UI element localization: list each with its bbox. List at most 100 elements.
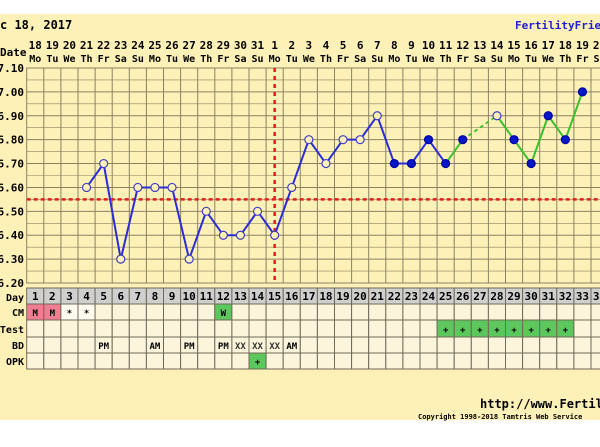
opk-cell[interactable] [60, 352, 79, 370]
opk-cell[interactable] [487, 352, 506, 370]
temp-point[interactable] [389, 158, 399, 169]
cm-cell[interactable] [402, 303, 421, 321]
bd-cell[interactable] [26, 336, 45, 354]
opk-cell[interactable] [436, 352, 455, 370]
bd-cell[interactable] [556, 336, 575, 354]
temp-point[interactable] [99, 158, 109, 169]
brand-logo-text[interactable]: FertilityFrie [515, 19, 600, 32]
temp-point[interactable] [201, 206, 211, 216]
cm-cell[interactable] [590, 303, 600, 321]
opk-cell[interactable] [419, 352, 438, 370]
test-cell[interactable] [60, 319, 79, 338]
test-cell[interactable] [197, 319, 216, 338]
opk-cell[interactable] [573, 352, 592, 370]
bd-cell[interactable] [470, 336, 489, 354]
temp-point[interactable] [355, 135, 365, 145]
bd-cell[interactable] [163, 336, 182, 354]
temp-point[interactable] [184, 254, 194, 264]
opk-cell[interactable] [231, 352, 250, 370]
test-cell[interactable] [77, 319, 96, 338]
bd-cell[interactable] [419, 336, 438, 354]
temp-point[interactable] [372, 111, 382, 121]
temp-point[interactable] [543, 111, 553, 121]
opk-cell[interactable] [334, 352, 353, 370]
temp-point[interactable] [235, 230, 246, 240]
cm-cell[interactable] [351, 303, 370, 321]
test-cell[interactable] [402, 319, 421, 338]
cm-cell[interactable] [505, 303, 524, 321]
opk-cell[interactable] [77, 352, 96, 370]
opk-cell[interactable] [265, 352, 284, 370]
temp-point[interactable] [321, 158, 331, 169]
cm-cell[interactable] [231, 303, 250, 321]
test-cell[interactable] [43, 319, 62, 338]
cm-cell[interactable] [368, 303, 387, 321]
footer-url[interactable]: http://www.Fertilit [480, 397, 600, 411]
test-cell[interactable] [26, 319, 45, 338]
bd-cell[interactable] [453, 336, 472, 354]
test-cell[interactable] [573, 319, 592, 338]
opk-cell[interactable] [43, 352, 62, 370]
opk-cell[interactable] [368, 352, 387, 370]
bd-cell[interactable] [334, 336, 353, 354]
cm-cell[interactable] [94, 303, 113, 321]
test-cell[interactable] [94, 319, 113, 338]
temp-point[interactable] [441, 158, 451, 169]
temp-point[interactable] [526, 158, 536, 169]
opk-cell[interactable] [470, 352, 489, 370]
temp-point[interactable] [287, 182, 297, 193]
opk-cell[interactable] [214, 352, 233, 370]
test-cell[interactable] [248, 319, 267, 338]
bd-cell[interactable] [402, 336, 421, 354]
bd-cell[interactable] [505, 336, 524, 354]
cm-cell[interactable] [265, 303, 284, 321]
temp-point[interactable] [218, 230, 228, 240]
temp-point[interactable] [406, 158, 417, 169]
test-cell[interactable] [231, 319, 250, 338]
temp-point[interactable] [270, 230, 280, 240]
test-cell[interactable] [180, 319, 199, 338]
cm-cell[interactable] [522, 303, 541, 321]
test-cell[interactable] [214, 319, 233, 338]
cm-cell[interactable] [385, 303, 404, 321]
cm-cell[interactable] [282, 303, 301, 321]
opk-cell[interactable] [402, 352, 421, 370]
opk-cell[interactable] [556, 352, 575, 370]
bd-cell[interactable] [197, 336, 216, 354]
cm-cell[interactable] [453, 303, 472, 321]
temp-point[interactable] [150, 182, 160, 193]
test-cell[interactable] [265, 319, 284, 338]
cm-cell[interactable] [128, 303, 147, 321]
temp-point[interactable] [492, 111, 502, 121]
bd-cell[interactable] [351, 336, 370, 354]
opk-cell[interactable] [145, 352, 164, 370]
opk-cell[interactable] [180, 352, 199, 370]
test-cell[interactable] [590, 319, 600, 338]
opk-cell[interactable] [316, 352, 335, 370]
bd-cell[interactable] [539, 336, 558, 354]
temp-point[interactable] [167, 182, 177, 193]
test-cell[interactable] [385, 319, 404, 338]
cm-cell[interactable] [487, 303, 506, 321]
test-cell[interactable] [299, 319, 318, 338]
temp-point[interactable] [458, 135, 468, 145]
temp-point[interactable] [133, 182, 143, 193]
cm-cell[interactable] [111, 303, 130, 321]
bd-cell[interactable] [385, 336, 404, 354]
cm-cell[interactable] [316, 303, 335, 321]
opk-cell[interactable] [351, 352, 370, 370]
temp-point[interactable] [338, 135, 348, 145]
opk-cell[interactable] [26, 352, 45, 370]
bd-cell[interactable] [316, 336, 335, 354]
temp-point[interactable] [577, 87, 588, 97]
temp-point[interactable] [509, 135, 519, 145]
cm-cell[interactable] [539, 303, 558, 321]
test-cell[interactable] [282, 319, 301, 338]
opk-cell[interactable] [453, 352, 472, 370]
cm-cell[interactable] [145, 303, 164, 321]
opk-cell[interactable] [590, 352, 600, 370]
temp-point[interactable] [116, 254, 126, 264]
bd-cell[interactable] [43, 336, 62, 354]
test-cell[interactable] [145, 319, 164, 338]
test-cell[interactable] [351, 319, 370, 338]
